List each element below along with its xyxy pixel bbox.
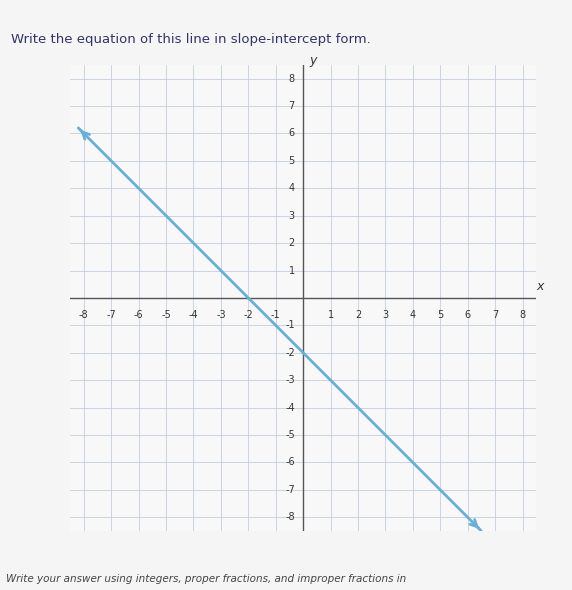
Text: -8: -8 [285,512,295,522]
Text: -5: -5 [285,430,295,440]
Text: 4: 4 [410,310,416,320]
Text: -2: -2 [285,348,295,358]
Text: -5: -5 [161,310,171,320]
Text: 5: 5 [437,310,443,320]
Text: 3: 3 [382,310,388,320]
Text: -8: -8 [79,310,89,320]
Text: Write the equation of this line in slope-intercept form.: Write the equation of this line in slope… [11,33,371,47]
Text: 7: 7 [289,101,295,111]
Text: -7: -7 [106,310,116,320]
Text: 1: 1 [328,310,333,320]
Text: -7: -7 [285,485,295,495]
Text: -1: -1 [285,320,295,330]
Text: 8: 8 [289,74,295,84]
Text: -6: -6 [285,457,295,467]
Text: -1: -1 [271,310,280,320]
Text: -3: -3 [285,375,295,385]
Text: -4: -4 [189,310,198,320]
Text: -4: -4 [285,402,295,412]
Text: -6: -6 [134,310,144,320]
Text: 2: 2 [289,238,295,248]
Text: -3: -3 [216,310,226,320]
Text: 7: 7 [492,310,498,320]
Text: 2: 2 [355,310,361,320]
Text: 3: 3 [289,211,295,221]
Text: 8: 8 [519,310,526,320]
Text: 4: 4 [289,183,295,194]
Text: Write your answer using integers, proper fractions, and improper fractions in: Write your answer using integers, proper… [6,574,406,584]
Text: 5: 5 [289,156,295,166]
Text: -2: -2 [244,310,253,320]
Text: 1: 1 [289,266,295,276]
Text: 6: 6 [464,310,471,320]
Text: x: x [537,280,544,293]
Text: 6: 6 [289,129,295,139]
Text: y: y [309,54,316,67]
